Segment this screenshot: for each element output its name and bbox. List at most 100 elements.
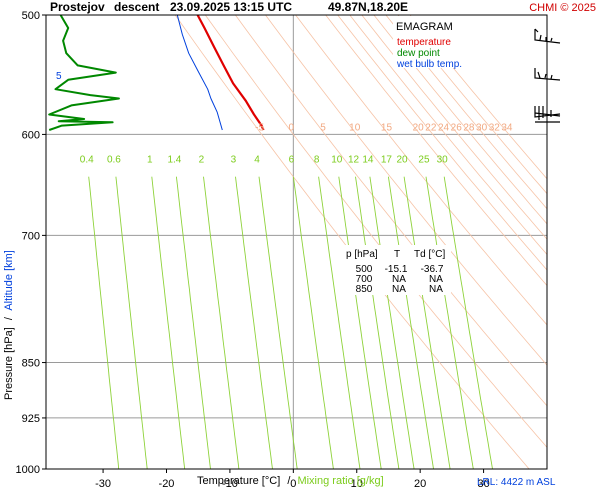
table-cell: 500 — [356, 264, 373, 275]
profiles — [48, 15, 265, 131]
mixing-ratio-line — [369, 176, 415, 469]
table-header-p: p [hPa] — [346, 249, 378, 260]
dry-adiabat-line — [337, 15, 547, 271]
wind-barb-icon — [534, 68, 561, 81]
dry-adiabat-label: 5 — [320, 122, 326, 133]
mixing-ratio-label: 20 — [397, 154, 409, 165]
sounding-mode: descent — [114, 0, 159, 14]
y-tick-label: 700 — [22, 230, 40, 242]
plot-frame — [45, 14, 548, 470]
station-coords: 49.87N,18.20E — [328, 0, 408, 14]
mixing-ratio-label: 1 — [147, 154, 153, 165]
copyright: CHMI © 2025 — [529, 2, 596, 14]
x-tick-label: 0 — [290, 478, 296, 490]
mixing-ratio-label: 17 — [381, 154, 393, 165]
station-name: Prostejov — [50, 0, 105, 14]
table-header-t: T — [394, 249, 400, 260]
dry-adiabat-label: -5 — [255, 122, 264, 133]
mixing-ratio-line — [88, 176, 120, 469]
values-table: p [hPa] T Td [°C] 500 -15.1 -36.7 700 NA… — [344, 245, 451, 295]
mixing-ratio-line — [175, 176, 211, 469]
lrl-label: LRL: 4422 m ASL — [477, 477, 556, 488]
mixing-ratio-label: 1.4 — [167, 154, 181, 165]
pressure-ticks: 500 600 700 850 925 1000 — [16, 10, 46, 476]
dry-adiabats — [174, 15, 547, 469]
grid-layer — [46, 15, 547, 469]
x-tick-label: -20 — [159, 478, 175, 490]
x-title-separator: / — [287, 475, 291, 487]
x-title-mixing: Mixing ratio [g/kg] — [297, 475, 383, 487]
mixing-ratio-line — [318, 176, 361, 469]
mixing-ratio-label: 0.4 — [80, 154, 94, 165]
x-tick-label: 20 — [414, 478, 426, 490]
mixing-ratio-line — [443, 176, 493, 469]
y-tick-label: 500 — [22, 10, 40, 22]
dry-adiabat-line — [361, 15, 547, 240]
y-title-pressure: Pressure [hPa] — [3, 327, 15, 400]
mixing-ratio-line — [403, 176, 451, 469]
dry-adiabat-label: 34 — [501, 122, 513, 133]
y-tick-label: 925 — [22, 413, 40, 425]
table-cell: NA — [392, 274, 406, 285]
legend-wet-bulb: wet bulb temp. — [396, 59, 462, 70]
y-title-altitude: Altitude [km] — [3, 250, 15, 311]
series-temperature-line — [196, 15, 265, 131]
dry-adiabat-label: 32 — [489, 122, 501, 133]
sounding-datetime: 23.09.2025 13:15 UTC — [170, 0, 292, 14]
mixing-ratio-label: 3 — [231, 154, 237, 165]
dry-adiabat-label: 20 — [413, 122, 425, 133]
temperature-ticks: -30 -20 -10 0 10 20 30 — [95, 469, 490, 490]
dry-adiabat-label: 10 — [349, 122, 361, 133]
mixing-ratio-line — [258, 176, 298, 469]
x-title-temperature: Temperature [°C] — [197, 475, 280, 487]
mixing-ratio-line — [203, 176, 240, 469]
dry-adiabat-label: 28 — [463, 122, 475, 133]
mixing-ratio-label: 2 — [199, 154, 205, 165]
dry-adiabat-line — [409, 15, 547, 180]
mixing-ratio-line — [387, 176, 434, 469]
dry-adiabat-line — [325, 15, 547, 287]
mixing-ratio-label: 6 — [289, 154, 295, 165]
wind-barb-icon — [534, 106, 561, 123]
dry-adiabat-line — [385, 15, 547, 210]
mixing-ratio-label: 8 — [314, 154, 320, 165]
table-cell: 700 — [356, 274, 373, 285]
table-cell: NA — [429, 284, 443, 295]
series-wet-bulb-temp-line — [176, 15, 223, 131]
y-tick-label: 1000 — [16, 464, 40, 476]
dry-adiabat-line — [397, 15, 547, 195]
mixing-ratio-label: 30 — [437, 154, 449, 165]
y-tick-label: 850 — [22, 358, 40, 370]
dry-adiabat-line — [349, 15, 547, 256]
x-tick-label: 30 — [477, 478, 489, 490]
mixing-ratio-line — [425, 176, 474, 469]
mixing-ratio-line — [355, 176, 400, 469]
table-cell: NA — [392, 284, 406, 295]
wind-barb-icon — [534, 28, 561, 44]
dry-adiabat-label: 24 — [438, 122, 450, 133]
dry-adiabat-label: 26 — [451, 122, 463, 133]
dry-adiabat-line — [295, 15, 547, 326]
x-tick-label: -10 — [222, 478, 238, 490]
mixing-ratio-line — [235, 176, 273, 469]
mixing-ratio-label: 4 — [254, 154, 260, 165]
y-axis-title: Pressure [hPa] / Altitude [km] — [3, 250, 15, 400]
x-tick-label: -30 — [95, 478, 111, 490]
plot-area — [46, 15, 547, 469]
table-cell: 850 — [356, 284, 373, 295]
legend: EMAGRAM temperature dew point wet bulb t… — [393, 16, 486, 70]
x-axis-title: Temperature [°C] / Mixing ratio [g/kg] — [197, 475, 384, 487]
mixing-ratio-line — [338, 176, 382, 469]
legend-dew-point: dew point — [397, 48, 440, 59]
mixing-ratio-line — [292, 176, 334, 469]
mixing-ratio-label: 0.6 — [107, 154, 121, 165]
table-header-td: Td [°C] — [414, 249, 445, 260]
y-title-separator: / — [3, 316, 15, 320]
dry-adiabat-label: 0 — [289, 122, 295, 133]
dry-adiabat-label: 15 — [381, 122, 393, 133]
mixing-ratio-label: 12 — [348, 154, 360, 165]
mixing-ratio-line — [115, 176, 148, 469]
table-cell: NA — [429, 274, 443, 285]
dry-adiabat-label: 22 — [425, 122, 437, 133]
